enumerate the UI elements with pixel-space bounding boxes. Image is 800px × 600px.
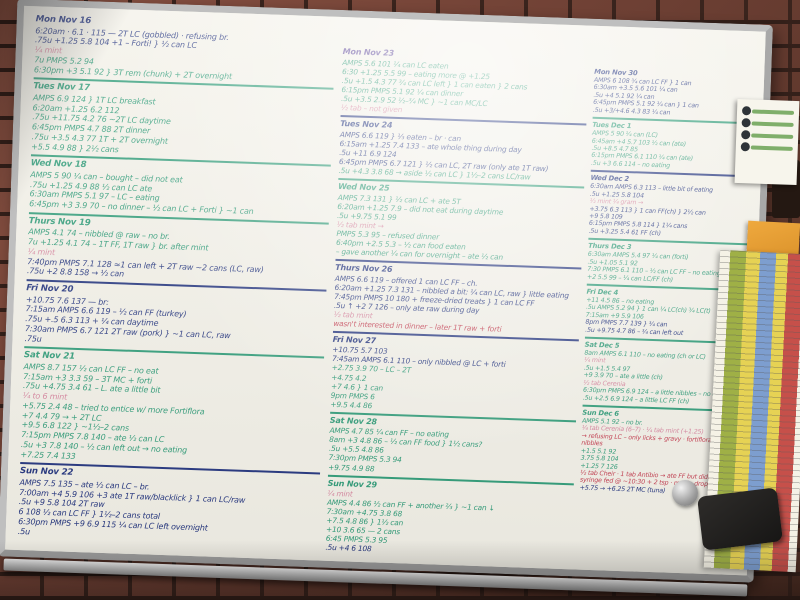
day-lines: AMPS 4.7 85 ¼ can FF – no eating 8am +3 4… [328,426,575,480]
day-block: Thurs Nov 26 AMPS 6.6 119 – offered 1 ca… [333,258,582,340]
day-lines: +10.75 5.7 103 7:45am AMPS 6.1 110 – only… [330,345,578,417]
day-lines: AMPS 6.6 119 – offered 1 can LC FF – ch.… [333,273,581,336]
round-magnet [672,480,698,506]
whiteboard-surface: Mon Nov 16 6:20am · 6.1 · 115 — 2T LC (g… [0,0,773,583]
info-card-row [739,142,795,153]
day-block: Thurs Nov 19 AMPS 4.1 74 – nibbled @ raw… [26,212,329,290]
day-block: Sun Nov 22 AMPS 7.5 135 – ate ½ can LC –… [17,462,321,550]
circle-icon [741,106,752,116]
day-block: Tues Nov 24 AMPS 6.6 119 } ⅓ eaten – br … [338,114,587,187]
whiteboard: Mon Nov 16 6:20am · 6.1 · 115 — 2T LC (g… [0,0,773,597]
day-block: Tues Nov 17 AMPS 6.9 124 } 1T LC breakfa… [30,77,334,165]
day-block: Sun Nov 29 ¼ mint AMPS 4.4 86 ½ can FF + … [325,474,574,564]
day-block: Wed Nov 18 AMPS 5 90 ¼ can – bought – di… [28,154,331,223]
day-block: Wed Nov 25 AMPS 7.3 131 } ½ can LC + ate… [335,177,585,268]
day-lines: AMPS 7.5 135 – ate ½ can LC – br. 7:00am … [18,478,320,547]
day-block: Sat Nov 28 AMPS 4.7 85 ¼ can FF – no eat… [328,411,577,483]
day-lines: AMPS 4.1 74 – nibbled @ raw – no br. 7u +… [27,228,329,287]
info-card-row [740,118,796,129]
board-eraser [697,487,783,551]
day-block: Mon Nov 23 AMPS 5.6 101 ¼ can LC eaten 6:… [341,45,589,123]
day-lines: AMPS 6.9 124 } 1T LC breakfast 6:20am +1.… [31,93,333,162]
day-lines: AMPS 7.3 131 } ½ can LC + ate 5T 6:20am +… [336,192,584,264]
text-bar [751,133,794,139]
text-bar [750,145,793,151]
log-column-nov23-29: Mon Nov 23 AMPS 5.6 101 ¼ can LC eaten 6:… [325,45,589,564]
text-bar [751,109,795,115]
day-block: Wed Dec 2 6:30am AMPS 6.3 113 – little b… [588,169,759,244]
day-block: Mon Nov 16 6:20am · 6.1 · 115 — 2T LC (g… [34,12,336,88]
circle-icon [741,118,751,128]
circle-icon [740,142,750,152]
day-lines: +10.75 7.6 137 — br: 7:15am AMPS 6.6 119 … [24,295,326,354]
day-lines: AMPS 6.6 119 } ⅓ eaten – br · can 6:15am … [338,130,585,184]
circle-icon [741,130,751,140]
day-lines: ¼ mint AMPS 4.4 86 ½ can FF + another ⅔ }… [325,489,573,561]
info-card-row [739,130,795,141]
day-lines: 6:30am AMPS 6.3 113 – little bit of eati… [589,183,759,241]
day-lines: AMPS 8.7 157 ½ can LC FF – no eat 7:15am … [20,362,323,470]
log-column-nov16-22: Mon Nov 16 6:20am · 6.1 · 115 — 2T LC (g… [17,12,336,550]
day-block: Fri Nov 20 +10.75 7.6 137 — br: 7:15am AM… [24,279,327,357]
covid-info-card [734,98,800,186]
info-card-row [740,106,796,117]
text-bar [751,121,794,127]
day-block: Fri Nov 27 +10.75 5.7 103 7:45am AMPS 6.1… [330,330,579,421]
day-block: Sat Nov 21 AMPS 8.7 157 ½ can LC FF – no… [20,346,325,473]
day-lines: AMPS 5.6 101 ¼ can LC eaten 6:30 +1.25 5.… [341,58,589,121]
day-lines: 6:20am · 6.1 · 115 — 2T LC (gobbled) · r… [34,26,336,85]
